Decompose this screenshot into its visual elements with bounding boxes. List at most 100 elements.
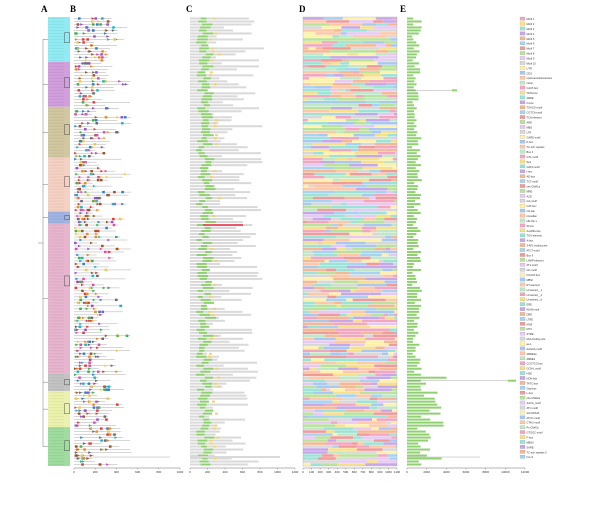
gene-domain bbox=[205, 185, 214, 188]
promoter-element bbox=[303, 92, 318, 95]
length-bar bbox=[407, 427, 418, 430]
gene-domain bbox=[199, 349, 205, 352]
motif-mark bbox=[86, 208, 90, 212]
motif-mark bbox=[89, 388, 93, 391]
motif-mark bbox=[79, 130, 83, 134]
promoter-element bbox=[312, 382, 328, 385]
promoter-element bbox=[325, 226, 339, 230]
legend-swatch bbox=[519, 36, 526, 41]
promoter-element bbox=[303, 436, 316, 439]
gene-domain bbox=[202, 128, 211, 131]
promoter-element bbox=[312, 217, 332, 221]
motif-mark bbox=[94, 310, 97, 314]
promoter-element bbox=[357, 38, 391, 41]
promoter-element bbox=[317, 280, 335, 284]
length-bar bbox=[407, 442, 419, 445]
motif-mark bbox=[80, 199, 83, 203]
promoter-element bbox=[303, 160, 320, 164]
motif-mark bbox=[95, 122, 99, 125]
motif-mark bbox=[88, 319, 92, 323]
promoter-element bbox=[352, 139, 377, 143]
promoter-element bbox=[323, 346, 350, 350]
motif-mark bbox=[74, 367, 78, 371]
motif-mark bbox=[83, 220, 87, 224]
legend-swatch bbox=[519, 435, 526, 439]
promoter-element bbox=[347, 56, 379, 59]
length-bar bbox=[407, 436, 431, 439]
promoter-element bbox=[370, 229, 377, 233]
motif-mark bbox=[83, 442, 87, 445]
promoter-element bbox=[303, 187, 336, 191]
length-bar bbox=[407, 65, 415, 68]
promoter-element bbox=[385, 247, 390, 251]
gene-domain bbox=[197, 439, 208, 442]
length-bar bbox=[407, 289, 422, 292]
motif-mark bbox=[93, 127, 97, 131]
promoter-element bbox=[303, 361, 337, 365]
clade-band-6 bbox=[48, 223, 70, 374]
legend-label: chs-CMA2a bbox=[527, 396, 541, 400]
promoter-element bbox=[396, 373, 397, 376]
promoter-element bbox=[363, 95, 388, 98]
length-bar bbox=[407, 409, 430, 412]
promoter-element bbox=[347, 157, 353, 161]
motif-mark bbox=[99, 313, 103, 317]
gene-domain bbox=[204, 227, 211, 230]
gene-domain bbox=[201, 68, 209, 71]
legend-label: Box 4 bbox=[527, 150, 534, 154]
domain-panel bbox=[407, 17, 516, 466]
legend-label: 3-AF1 binding site bbox=[527, 244, 548, 248]
motif-mark bbox=[84, 59, 88, 62]
motif-mark bbox=[79, 259, 83, 263]
length-bar bbox=[407, 406, 442, 409]
axis-b-tick-label: 600 bbox=[135, 470, 140, 474]
promoter-element bbox=[352, 80, 369, 83]
gene-body bbox=[190, 292, 251, 295]
legend-label: LAMP-element bbox=[527, 258, 544, 262]
legend-swatch bbox=[519, 410, 526, 415]
length-bar bbox=[407, 95, 419, 98]
motif-mark bbox=[93, 421, 96, 424]
promoter-element bbox=[394, 337, 397, 341]
gene-domain bbox=[199, 200, 206, 203]
promoter-element bbox=[340, 304, 368, 308]
promoter-element bbox=[376, 244, 397, 248]
promoter-element bbox=[318, 313, 340, 317]
clade-band-2 bbox=[48, 61, 70, 107]
motif-mark bbox=[78, 125, 82, 128]
promoter-element bbox=[303, 104, 332, 107]
promoter-element bbox=[395, 445, 397, 448]
length-bar bbox=[407, 221, 417, 224]
gene-body bbox=[190, 68, 237, 71]
promoter-element bbox=[323, 151, 355, 155]
motif-mark bbox=[104, 250, 107, 254]
promoter-element bbox=[322, 247, 337, 251]
gene-domain bbox=[201, 116, 213, 119]
motif-mark bbox=[81, 229, 84, 233]
legend-label: TATC-box bbox=[527, 381, 539, 385]
gene-body bbox=[190, 47, 264, 50]
motif-mark bbox=[79, 280, 82, 284]
motif-mark bbox=[81, 289, 84, 293]
promoter-element bbox=[328, 292, 342, 296]
axis-b-tick-label: 400 bbox=[114, 470, 119, 474]
promoter-element bbox=[383, 274, 393, 278]
motif-mark bbox=[118, 334, 122, 338]
gene-body bbox=[190, 319, 225, 322]
promoter-element bbox=[325, 74, 335, 77]
promoter-element bbox=[303, 283, 313, 287]
promoter-element bbox=[303, 17, 324, 20]
promoter-element bbox=[378, 355, 393, 359]
gene-domain bbox=[203, 448, 214, 451]
length-bar bbox=[407, 119, 417, 122]
motif-mark bbox=[118, 80, 122, 83]
promoter-element bbox=[303, 217, 313, 221]
promoter-element bbox=[323, 427, 353, 430]
legend-swatch bbox=[519, 71, 526, 75]
promoter-element bbox=[331, 104, 359, 107]
length-bar bbox=[407, 292, 418, 295]
motif-mark bbox=[97, 175, 100, 179]
length-bar bbox=[407, 460, 419, 463]
promoter-element bbox=[394, 310, 397, 314]
motif-mark bbox=[79, 140, 83, 143]
